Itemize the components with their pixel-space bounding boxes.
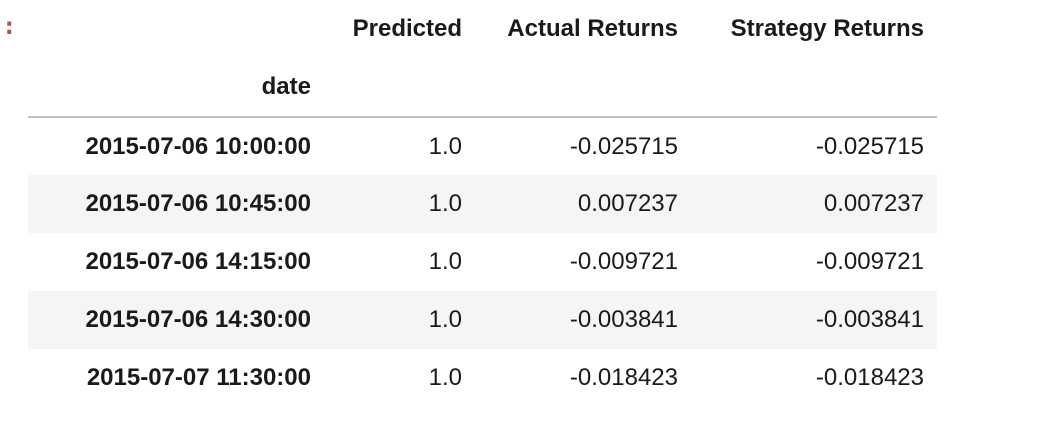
row-index-date: 2015-07-07 11:30:00 [86, 364, 311, 391]
index-name-row: date [28, 58, 937, 117]
cell-strategy-returns: -0.018423 [815, 364, 924, 391]
row-index-date: 2015-07-06 14:30:00 [85, 306, 311, 333]
cell-actual-returns: -0.018423 [569, 364, 678, 391]
table-row: 2015-07-06 10:00:00 1.0 -0.025715 -0.025… [28, 117, 937, 175]
blank-corner-header [28, 0, 324, 58]
row-index-date: 2015-07-06 10:00:00 [85, 132, 311, 160]
table-row: 2015-07-06 10:45:00 1.0 0.007237 0.00723… [28, 175, 937, 233]
cell-actual-returns: -0.009721 [569, 248, 678, 275]
cell-predicted: 1.0 [428, 248, 462, 275]
table-row: 2015-07-06 14:30:00 1.0 -0.003841 -0.003… [28, 291, 937, 349]
cell-predicted: 1.0 [428, 306, 462, 333]
cell-actual-returns: 0.007237 [577, 190, 678, 217]
row-index-date: 2015-07-06 14:15:00 [85, 248, 311, 275]
cell-actual-returns: -0.003841 [569, 306, 678, 333]
cell-strategy-returns: -0.003841 [815, 306, 924, 333]
table-header: Predicted Actual Returns Strategy Return… [28, 0, 937, 117]
column-header-actual-returns: Actual Returns [507, 15, 678, 42]
table-body: 2015-07-06 10:00:00 1.0 -0.025715 -0.025… [28, 117, 937, 407]
row-index-date: 2015-07-06 10:45:00 [85, 190, 311, 217]
cell-predicted: 1.0 [428, 364, 462, 391]
column-header-row: Predicted Actual Returns Strategy Return… [28, 0, 937, 58]
table-row: 2015-07-06 14:15:00 1.0 -0.009721 -0.009… [28, 233, 937, 291]
cell-actual-returns: -0.025715 [569, 132, 678, 160]
empty-header-cell [324, 58, 475, 117]
table-row: 2015-07-07 11:30:00 1.0 -0.018423 -0.018… [28, 349, 937, 407]
empty-header-cell [691, 58, 937, 117]
column-header-predicted: Predicted [352, 15, 462, 42]
cell-strategy-returns: 0.007237 [823, 190, 924, 217]
cell-predicted: 1.0 [428, 190, 462, 217]
column-header-strategy-returns: Strategy Returns [730, 15, 924, 42]
cell-strategy-returns: -0.025715 [815, 132, 924, 160]
cell-strategy-returns: -0.009721 [815, 248, 924, 275]
index-name-header: date [261, 73, 311, 100]
dataframe-table: Predicted Actual Returns Strategy Return… [28, 0, 937, 407]
empty-header-cell [475, 58, 691, 117]
cell-predicted: 1.0 [428, 132, 462, 160]
output-prompt-marker: : [2, 12, 17, 40]
